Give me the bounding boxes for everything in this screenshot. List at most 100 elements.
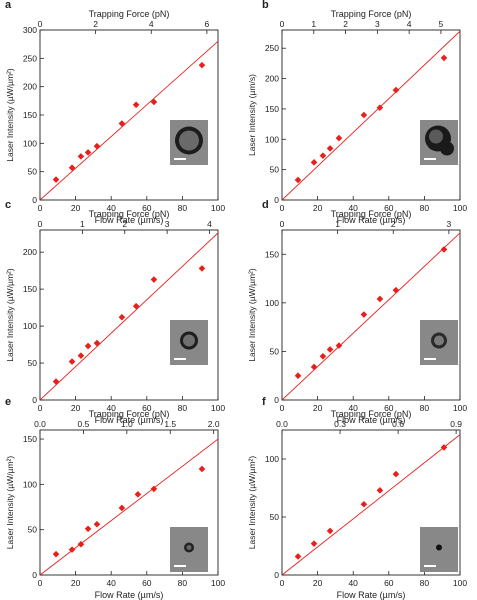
data-point (294, 372, 302, 380)
data-point (440, 444, 448, 451)
y-tick-label: 0 (274, 395, 279, 405)
data-point (77, 540, 85, 548)
x-tick-label: 40 (348, 403, 358, 413)
x-tick-label: 0 (280, 578, 285, 588)
panel-label: d (262, 199, 269, 211)
x-tick-label: 60 (384, 578, 394, 588)
x-axis-title: Flow Rate (µm/s) (95, 590, 164, 600)
y-axis-title: Laser Intensity (µW/µm²) (5, 268, 15, 362)
y-tick-label: 50 (28, 525, 38, 535)
x-tick-label: 60 (142, 203, 152, 213)
top-tick-label: 0.6 (392, 419, 404, 429)
data-point (77, 153, 85, 160)
data-point (294, 553, 302, 560)
data-point (84, 525, 92, 533)
y-tick-label: 200 (265, 74, 279, 84)
inset-image (420, 320, 458, 365)
plot-frame (281, 429, 461, 576)
inset-image (170, 120, 208, 165)
top-tick-label: 2 (122, 219, 127, 229)
y-tick-label: 300 (23, 25, 37, 35)
y-tick-label: 100 (265, 298, 279, 308)
x-axis-title: Flow Rate (µm/s) (337, 215, 406, 225)
top-tick-label: 2 (93, 19, 98, 29)
data-point (376, 295, 384, 303)
panel-e: e 0 20 40 60 80 100 0.0 0.5 1.0 1.5 2.0 0 50 100 150 Tra… (5, 396, 225, 600)
data-point (132, 302, 140, 310)
top-tick-label: 0.5 (78, 419, 90, 429)
y-tick-label: 250 (265, 43, 279, 53)
data-point (326, 527, 334, 535)
data-point (310, 540, 318, 547)
data-point (93, 520, 101, 528)
y-tick-label: 100 (23, 479, 37, 489)
scale-bar (424, 358, 436, 360)
plot-frame (281, 29, 461, 201)
particle-core (429, 129, 443, 144)
x-tick-label: 0 (38, 403, 43, 413)
fit-line (40, 40, 218, 200)
y-tick-label: 150 (265, 104, 279, 114)
x-tick-label: 40 (106, 203, 116, 213)
data-point (118, 504, 126, 512)
y-tick-label: 0 (274, 195, 279, 205)
panel-label: a (5, 0, 12, 11)
particle-image (440, 141, 454, 156)
data-point (68, 546, 76, 553)
data-point (52, 378, 60, 385)
top-tick-label: 3 (165, 219, 170, 229)
data-point (68, 358, 76, 365)
top-tick-label: 0 (38, 19, 43, 29)
top-axis-title: Trapping Force (pN) (331, 209, 412, 219)
top-axis-title: Trapping Force (pN) (331, 409, 412, 419)
data-point (134, 491, 142, 498)
data-point (440, 54, 448, 62)
x-tick-label: 20 (71, 403, 81, 413)
x-tick-label: 0 (280, 203, 285, 213)
plot-frame (39, 229, 219, 401)
scale-bar (174, 158, 186, 160)
x-tick-label: 20 (313, 578, 323, 588)
fit-line (282, 434, 460, 575)
y-tick-label: 0 (274, 570, 279, 580)
y-tick-label: 200 (23, 82, 37, 92)
data-point (77, 352, 85, 359)
plot-frame (39, 429, 219, 576)
top-tick-label: 0 (280, 19, 285, 29)
top-tick-label: 1.5 (164, 419, 176, 429)
x-tick-label: 0 (280, 403, 285, 413)
x-tick-label: 40 (106, 578, 116, 588)
y-tick-label: 50 (270, 165, 280, 175)
top-tick-label: 1.0 (121, 419, 133, 429)
y-tick-label: 150 (23, 434, 37, 444)
particle-core (183, 334, 195, 347)
top-tick-label: 2.0 (208, 419, 220, 429)
y-tick-label: 150 (23, 284, 37, 294)
data-point (360, 311, 368, 318)
x-tick-label: 40 (348, 578, 358, 588)
y-tick-label: 50 (28, 167, 38, 177)
data-point (335, 134, 343, 142)
top-axis-title: Trapping Force (pN) (89, 9, 170, 19)
x-tick-label: 80 (420, 578, 430, 588)
data-point (84, 342, 92, 350)
particle-image (436, 544, 442, 551)
x-tick-label: 100 (453, 203, 467, 213)
x-tick-label: 100 (211, 403, 225, 413)
inset-image (420, 120, 458, 165)
data-point (93, 142, 101, 150)
data-point (150, 485, 158, 493)
panel-d: d 0 20 40 60 80 100 0 1 2 3 0 50 100 150 Trapping Force… (247, 199, 467, 425)
y-tick-label: 150 (265, 249, 279, 259)
top-tick-label: 4 (149, 19, 154, 29)
top-axis-title: Trapping Force (pN) (331, 9, 412, 19)
top-tick-label: 2 (391, 219, 396, 229)
x-tick-label: 80 (178, 203, 188, 213)
y-axis-title: Laser Intensity (µW/µm²) (5, 456, 15, 550)
data-point (392, 86, 400, 94)
panel-label: e (5, 396, 11, 408)
top-tick-label: 0 (38, 219, 43, 229)
data-point (150, 98, 158, 106)
